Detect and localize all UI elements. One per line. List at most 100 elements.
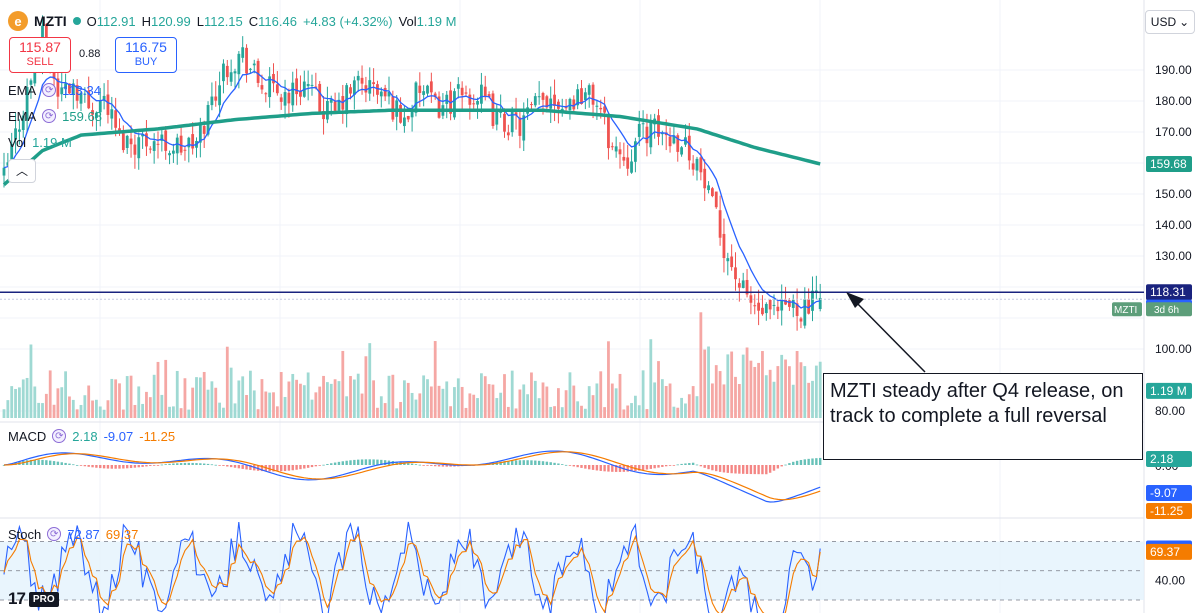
- candle-body: [256, 60, 260, 83]
- candle-body: [811, 290, 814, 311]
- volume-bar: [468, 393, 472, 418]
- candle-body: [684, 137, 687, 145]
- volume-bar: [734, 376, 737, 418]
- macd-hist-bar: [233, 465, 237, 468]
- volume-bar: [283, 396, 287, 418]
- candle-body: [456, 84, 460, 89]
- legend-macd[interactable]: MACD ⟳ 2.18 -9.07 -11.25: [8, 427, 175, 445]
- volume-bar: [187, 409, 191, 418]
- currency-selector[interactable]: USD ⌄: [1145, 10, 1195, 34]
- macd-hist-bar: [141, 465, 144, 467]
- macd-hist-bar: [41, 459, 44, 465]
- stoch-d-value: 69.37: [105, 526, 139, 542]
- macd-hist-bar: [218, 465, 221, 466]
- macd-hist-bar: [229, 465, 233, 468]
- candle-body: [687, 135, 691, 161]
- macd-hist-bar: [83, 465, 87, 467]
- legend-ema-fast[interactable]: EMA ⟳ 113.34: [8, 81, 101, 99]
- candle-body: [137, 137, 141, 159]
- candle-body: [772, 304, 776, 306]
- price-tick-label: 180.00: [1155, 94, 1192, 108]
- volume-bar: [637, 405, 641, 418]
- candle-body: [349, 87, 352, 94]
- volume-bar: [322, 375, 325, 418]
- macd-hist-bar: [507, 460, 510, 465]
- legend-stoch[interactable]: Stoch ⟳ 72.87 69.37: [8, 525, 138, 543]
- candle-body: [6, 162, 10, 166]
- candle-body: [60, 87, 64, 95]
- volume-bar: [222, 407, 225, 418]
- candle-body: [433, 93, 437, 98]
- macd-hist-bar: [684, 463, 687, 465]
- volume-bar: [711, 383, 714, 418]
- legend-volume[interactable]: Vol 1.19 M: [8, 133, 72, 151]
- candle-body: [79, 92, 83, 104]
- macd-hist-bar: [183, 462, 187, 465]
- volume-bar: [799, 362, 803, 418]
- volume-bar: [768, 369, 772, 418]
- collapse-legend-button[interactable]: ︿: [8, 159, 36, 183]
- macd-hist-bar: [761, 465, 764, 475]
- refresh-icon[interactable]: ⟳: [42, 83, 57, 97]
- refresh-icon[interactable]: ⟳: [47, 527, 62, 541]
- legend-ema-slow[interactable]: EMA ⟳ 159.68: [8, 107, 102, 125]
- sell-button[interactable]: 115.87 SELL: [9, 37, 71, 73]
- macd-hist-bar: [722, 465, 726, 473]
- macd-hist-bar: [661, 465, 664, 467]
- macd-hist-bar: [160, 464, 164, 466]
- price-tick-label: 150.00: [1155, 187, 1192, 201]
- volume-bar: [260, 379, 264, 418]
- macd-hist-bar: [114, 465, 117, 469]
- candle-body: [206, 104, 210, 135]
- refresh-icon[interactable]: ⟳: [52, 429, 67, 443]
- macd-hist-bar: [441, 465, 445, 467]
- macd-hist-bar: [341, 461, 344, 465]
- candle-body: [121, 133, 125, 151]
- volume-bar: [168, 406, 171, 418]
- volume-bar: [576, 401, 580, 418]
- candle-body: [518, 117, 522, 136]
- volume-bar: [229, 367, 233, 418]
- macd-hist-bar: [306, 465, 310, 468]
- candle-body: [391, 96, 395, 120]
- brand-logo[interactable]: 17 PRO: [8, 589, 59, 609]
- macd-hist-bar: [380, 459, 383, 465]
- candle-body: [749, 295, 753, 303]
- annotation-callout[interactable]: MZTI steady after Q4 release, on track t…: [823, 373, 1143, 460]
- candle-body: [191, 134, 195, 149]
- candle-body: [607, 116, 610, 149]
- candle-body: [776, 306, 780, 312]
- candle-body: [141, 134, 144, 137]
- macd-hist-bar: [395, 461, 398, 465]
- volume-bar: [87, 385, 91, 418]
- candle-body: [537, 96, 541, 98]
- candle-body: [722, 233, 726, 259]
- macd-hist-bar: [287, 465, 291, 471]
- macd-label: MACD: [8, 428, 47, 444]
- macd-hist-bar: [518, 460, 522, 465]
- macd-hist-bar: [568, 465, 572, 466]
- macd-hist-bar: [60, 462, 63, 465]
- volume-bar: [460, 386, 464, 418]
- macd-hist-bar: [179, 463, 183, 465]
- volume-bar: [680, 397, 683, 418]
- refresh-icon[interactable]: ⟳: [42, 109, 57, 123]
- macd-hist-bar: [37, 459, 40, 465]
- candle-body: [287, 92, 291, 104]
- candle-body: [175, 137, 179, 154]
- candle-body: [803, 299, 807, 326]
- candle-body: [676, 135, 680, 152]
- candle-body: [106, 94, 110, 115]
- volume-bar: [310, 399, 314, 418]
- candle-body: [583, 92, 587, 100]
- volume-series: [2, 312, 822, 418]
- buy-button[interactable]: 116.75 BUY: [115, 37, 177, 73]
- volume-bar: [387, 375, 391, 418]
- macd-hist-bar: [272, 465, 275, 472]
- volume-bar: [237, 380, 241, 418]
- volume-bar: [349, 376, 352, 418]
- candle-body: [549, 98, 553, 109]
- candle-body: [21, 115, 25, 131]
- symbol-name[interactable]: MZTI: [34, 13, 67, 29]
